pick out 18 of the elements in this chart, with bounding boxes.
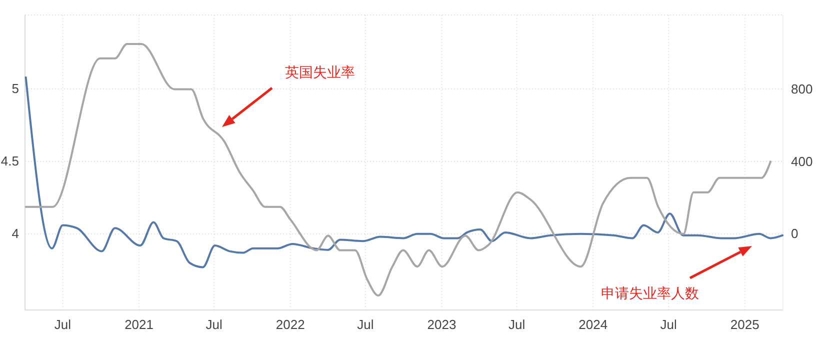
x-tick-label: 2025 xyxy=(730,317,760,332)
y2-tick-label: 0 xyxy=(791,226,798,242)
annotation: 申请失业率人数 xyxy=(601,286,699,302)
x-tick-label: 2023 xyxy=(427,317,456,332)
y-tick-label: 4.5 xyxy=(0,154,19,169)
x-tick-label: Jul xyxy=(357,317,374,332)
x-tick-label: Jul xyxy=(660,317,677,332)
x-tick-label: Jul xyxy=(54,317,72,332)
x-tick-label: Jul xyxy=(508,317,526,332)
y2-tick-label: 800 xyxy=(791,81,813,96)
annotation: 英国失业率 xyxy=(285,65,355,81)
x-tick-label: 2022 xyxy=(276,317,305,332)
y-tick-label: 5 xyxy=(12,81,19,96)
x-tick-label: 2021 xyxy=(124,317,154,332)
x-tick-label: 2024 xyxy=(578,317,608,332)
y-tick-label: 4 xyxy=(12,226,19,242)
x-tick-label: Jul xyxy=(206,317,223,332)
y2-tick-label: 400 xyxy=(791,154,813,169)
